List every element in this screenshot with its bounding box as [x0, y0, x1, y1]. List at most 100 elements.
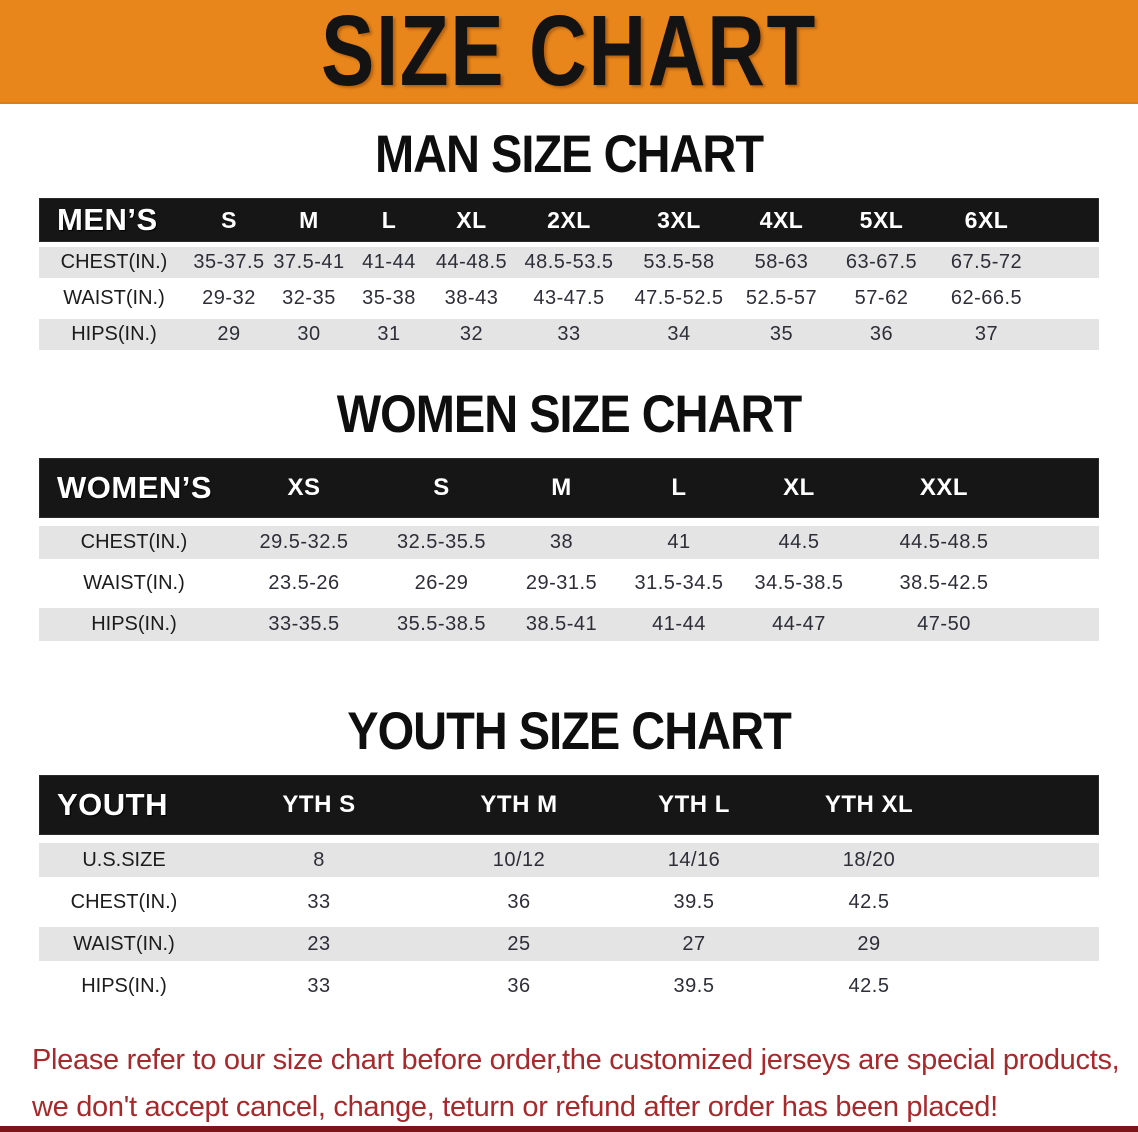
- disclaimer-line-2: we don't accept cancel, change, teturn o…: [32, 1091, 998, 1123]
- cell: 42.5: [848, 974, 890, 997]
- cell: 58-63: [754, 251, 809, 273]
- cell: 27: [682, 932, 706, 955]
- row-label: WAIST(IN.): [63, 287, 165, 309]
- cell: 23: [307, 932, 331, 955]
- table-row: U.S.SIZE 8 10/12 14/16 18/20: [39, 843, 1099, 877]
- cell: 34: [667, 323, 691, 345]
- women-section-heading-text: WOMEN SIZE CHART: [336, 383, 802, 444]
- cell: 32.5-35.5: [396, 531, 486, 553]
- cell: 23.5-26: [268, 572, 340, 594]
- cell: 36: [869, 323, 894, 345]
- table-row: CHEST(IN.) 35-37.5 37.5-41 41-44 44-48.5 48.5…: [39, 247, 1099, 278]
- cell: 18/20: [842, 848, 896, 871]
- table-row: WAIST(IN.) 29-32 32-35 35-38 38-43 43-47.5 47.…: [39, 283, 1099, 314]
- cell: 44-47: [772, 613, 826, 635]
- cell: 38: [549, 531, 574, 553]
- column-header: L: [671, 474, 687, 501]
- cell: 37.5-41: [273, 251, 345, 273]
- column-header: 6XL: [964, 206, 1009, 233]
- cell: 31.5-34.5: [634, 572, 724, 594]
- cell: 36: [507, 974, 531, 997]
- cell: 29: [857, 932, 881, 955]
- column-header: XL: [783, 474, 815, 501]
- cell: 44.5-48.5: [899, 531, 989, 553]
- table-header-row: YOUTH YTH S YTH M YTH L YTH XL: [39, 775, 1099, 835]
- cell: 48.5-53.5: [524, 251, 614, 273]
- cell: 63-67.5: [845, 251, 918, 273]
- column-header: XL: [456, 206, 487, 233]
- cell: 57-62: [854, 287, 909, 309]
- cell: 32-35: [282, 287, 336, 309]
- table-row: CHEST(IN.) 33 36 39.5 42.5: [39, 885, 1099, 919]
- column-header: M: [299, 206, 319, 233]
- table-row: WAIST(IN.) 23 25 27 29: [39, 927, 1099, 961]
- table-title: MEN’S: [57, 202, 158, 237]
- cell: 30: [297, 323, 321, 345]
- row-label: CHEST(IN.): [80, 531, 188, 553]
- cell: 29: [217, 323, 241, 345]
- cell: 38-43: [444, 287, 499, 309]
- cell: 31: [377, 323, 401, 345]
- row-label: U.S.SIZE: [82, 848, 166, 871]
- column-header: XXL: [919, 474, 969, 501]
- cell: 44-48.5: [435, 251, 508, 273]
- column-header: YTH L: [658, 791, 730, 818]
- cell: 8: [313, 848, 325, 871]
- cell: 36: [507, 890, 531, 913]
- youth-size-table: YOUTH YTH S YTH M YTH L YTH XL U.S.SIZE 8 10/12…: [39, 775, 1099, 1003]
- row-label: WAIST(IN.): [73, 932, 175, 955]
- row-label: HIPS(IN.): [81, 974, 167, 997]
- column-header: 5XL: [859, 206, 904, 233]
- row-label: CHEST(IN.): [60, 251, 168, 273]
- table-header-row: WOMEN’S XS S M L XL XXL: [39, 458, 1099, 518]
- column-header: YTH XL: [824, 791, 914, 818]
- cell: 41-44: [652, 613, 706, 635]
- column-header: S: [221, 206, 237, 233]
- bottom-border-strip: [0, 1126, 1138, 1132]
- table-row: HIPS(IN.) 33-35.5 35.5-38.5 38.5-41 41-44 44-…: [39, 608, 1099, 641]
- table-row: WAIST(IN.) 23.5-26 26-29 29-31.5 31.5-34.5 34…: [39, 567, 1099, 600]
- column-header: XS: [287, 474, 321, 501]
- cell: 29.5-32.5: [259, 531, 349, 553]
- column-header: YTH S: [282, 791, 356, 818]
- cell: 67.5-72: [950, 251, 1023, 273]
- table-row: HIPS(IN.) 29 30 31 32 33 34 35 36 37: [39, 319, 1099, 350]
- cell: 41-44: [362, 251, 416, 273]
- man-section-heading: MAN SIZE CHART: [0, 124, 1138, 183]
- cell: 41: [667, 531, 691, 553]
- cell: 44.5: [778, 531, 820, 553]
- cell: 35: [769, 323, 794, 345]
- cell: 29-32: [202, 287, 256, 309]
- cell: 38.5-41: [525, 613, 598, 635]
- cell: 10/12: [492, 848, 546, 871]
- banner-title: SIZE CHART: [321, 0, 817, 107]
- youth-section-heading: YOUTH SIZE CHART: [0, 701, 1138, 760]
- cell: 33: [307, 974, 331, 997]
- cell: 33-35.5: [268, 613, 340, 635]
- cell: 35.5-38.5: [396, 613, 486, 635]
- cell: 53.5-58: [643, 251, 715, 273]
- column-header: 3XL: [657, 206, 701, 233]
- size-chart-banner: SIZE CHART: [0, 0, 1138, 107]
- table-row: CHEST(IN.) 29.5-32.5 32.5-35.5 38 41 44.5 44.5…: [39, 526, 1099, 559]
- youth-section-heading-text: YOUTH SIZE CHART: [347, 700, 792, 761]
- column-header: 2XL: [547, 206, 591, 233]
- row-label: HIPS(IN.): [91, 613, 177, 635]
- cell: 33: [557, 323, 581, 345]
- column-header: M: [551, 474, 572, 501]
- cell: 32: [459, 323, 484, 345]
- column-header: YTH M: [480, 791, 558, 818]
- cell: 35-38: [362, 287, 416, 309]
- cell: 43-47.5: [533, 287, 605, 309]
- cell: 39.5: [673, 974, 715, 997]
- table-title: WOMEN’S: [57, 470, 213, 505]
- cell: 14/16: [667, 848, 721, 871]
- women-size-table: WOMEN’S XS S M L XL XXL CHEST(IN.) 29.5-32.5 32.5…: [39, 458, 1099, 641]
- men-size-table: MEN’S S M L XL 2XL 3XL 4XL 5XL 6XL CHEST(IN.) 35-37…: [39, 198, 1099, 350]
- man-section-heading-text: MAN SIZE CHART: [374, 123, 764, 184]
- column-header: S: [433, 474, 450, 501]
- women-section-heading: WOMEN SIZE CHART: [0, 384, 1138, 443]
- cell: 25: [507, 932, 531, 955]
- row-label: WAIST(IN.): [83, 572, 185, 594]
- table-row: HIPS(IN.) 33 36 39.5 42.5: [39, 969, 1099, 1003]
